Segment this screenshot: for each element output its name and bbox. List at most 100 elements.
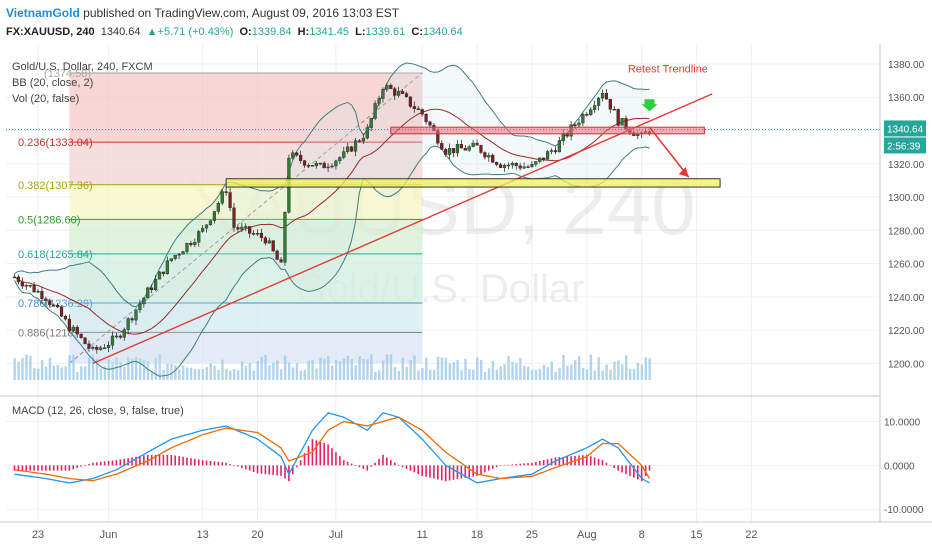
macd-histogram-bar — [335, 452, 337, 466]
volume-bar — [558, 367, 561, 380]
macd-histogram-bar — [484, 465, 486, 473]
candle-body — [161, 271, 166, 275]
macd-histogram-bar — [127, 458, 129, 466]
volume-bar — [56, 365, 59, 380]
volume-bar — [585, 369, 589, 380]
volume-bar — [460, 370, 463, 380]
retest-arrow-line — [648, 126, 690, 178]
volume-bar — [362, 358, 365, 380]
candle-body — [103, 347, 107, 349]
macd-histogram-bar — [241, 465, 243, 469]
candle-body — [32, 285, 36, 293]
volume-bar — [358, 356, 361, 380]
macd-histogram-bar — [107, 461, 110, 466]
candle-body — [318, 162, 322, 165]
chart-canvas[interactable]: XAUUSD, 240 Gold/U.S. Dollar (1374.58)0.… — [0, 44, 932, 550]
candle-body — [420, 109, 424, 115]
candle-body — [259, 233, 264, 238]
volume-bar — [260, 356, 263, 380]
macd-histogram-bar — [25, 465, 28, 471]
volume-bar — [291, 367, 295, 380]
author-link[interactable]: VietnamGold — [6, 6, 80, 20]
macd-histogram-bar — [393, 462, 396, 466]
volume-bar — [374, 371, 377, 380]
macd-histogram-bar — [464, 465, 467, 478]
macd-histogram-bar — [354, 465, 357, 466]
volume-bar — [158, 354, 161, 380]
macd-histogram-bar — [617, 465, 619, 471]
macd-histogram-bar — [327, 444, 329, 466]
drawings[interactable]: Retest Trendline — [6, 63, 880, 365]
fib-zone — [69, 184, 423, 220]
macd-histogram-bar — [33, 465, 35, 471]
candle-body — [514, 163, 518, 166]
macd-histogram-bar — [546, 459, 549, 466]
volume-bar — [507, 355, 510, 380]
price-axis-bg — [880, 44, 932, 522]
macd-histogram-bar — [213, 461, 216, 466]
macd-histogram-bar — [507, 464, 510, 466]
macd-histogram-bar — [566, 456, 568, 466]
volume-bar — [421, 368, 424, 380]
volume-bar — [115, 357, 118, 380]
volume-bar — [350, 359, 353, 380]
volume-bar — [546, 367, 549, 380]
volume-bar — [625, 355, 628, 380]
fib-zone — [69, 253, 423, 304]
volume-bar — [233, 369, 236, 380]
volume-bar — [648, 358, 651, 380]
macd-histogram-bar — [72, 465, 75, 470]
candle-body — [240, 226, 244, 230]
volume-bar — [444, 357, 448, 380]
macd-histogram-bar — [154, 454, 157, 466]
retest-arrow-head — [678, 167, 689, 178]
macd-pane[interactable] — [0, 395, 932, 484]
candle-body — [573, 124, 577, 126]
candle-body — [412, 106, 416, 109]
volume-bar — [287, 362, 291, 380]
high-value: 1341.45 — [309, 26, 349, 38]
macd-histogram-bar — [52, 465, 55, 471]
candle-body — [502, 164, 507, 168]
candle-body — [91, 346, 95, 349]
candle-body — [330, 165, 334, 168]
macd-histogram-bar — [13, 465, 16, 471]
macd-histogram-bar — [186, 457, 188, 466]
candle-body — [334, 160, 338, 167]
volume-bar — [644, 357, 647, 380]
macd-histogram-bar — [421, 465, 423, 476]
macd-histogram-bar — [386, 457, 388, 466]
macd-histogram-bar — [264, 465, 267, 475]
volume-bar — [131, 358, 134, 380]
candle-body — [279, 259, 283, 263]
macd-histogram-bar — [268, 465, 271, 475]
volume-bar — [189, 367, 193, 380]
candle-body — [393, 88, 397, 96]
fib-label-0.886: 0.886(1218. — [18, 327, 77, 339]
volume-bar — [562, 354, 565, 380]
candles[interactable] — [12, 82, 652, 354]
candle-body — [487, 154, 491, 158]
macd-histogram-bar — [76, 465, 78, 469]
resistance-zone — [390, 126, 705, 135]
macd-histogram-bar — [370, 465, 372, 467]
volume-bar — [432, 369, 436, 380]
trendline — [92, 93, 713, 365]
macd-histogram-bar — [378, 458, 380, 466]
candle-body — [208, 220, 213, 225]
last-price-tag-text: 1340.64 — [887, 124, 924, 135]
candle-body — [216, 202, 220, 212]
macd-histogram-bar — [527, 463, 529, 466]
candle-body — [267, 240, 271, 244]
high-label: H: — [297, 26, 310, 38]
volume-bar — [523, 365, 526, 380]
volume-bar — [491, 360, 495, 380]
close-value: 1340.64 — [423, 26, 463, 38]
candle-body — [546, 151, 550, 160]
candle-body — [177, 254, 181, 256]
symbol-label[interactable]: FX:XAUUSD, 240 — [6, 26, 95, 38]
macd-histogram-bar — [299, 460, 302, 466]
macd-histogram-bar — [405, 465, 408, 469]
volume-bar — [244, 366, 248, 380]
macd-histogram-bar — [570, 456, 572, 466]
